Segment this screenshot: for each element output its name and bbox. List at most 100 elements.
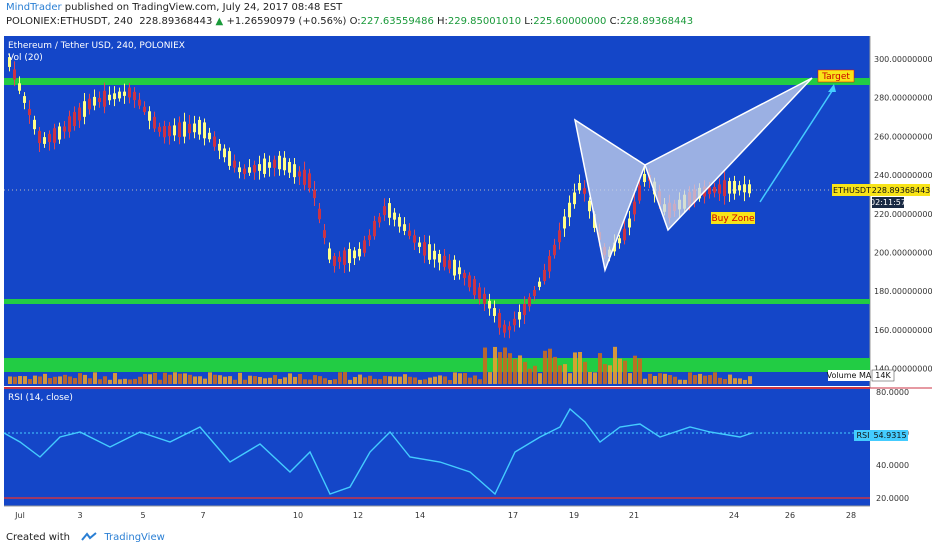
candle-body [98,97,101,103]
volume-bar [8,376,12,384]
up-arrow-icon: ▲ [215,16,224,27]
volume-bar [148,374,152,384]
volume-bar [248,375,252,384]
volume-bar [528,368,532,384]
volume-bars [8,346,752,384]
candle-body [553,244,556,256]
candle-body [338,256,341,262]
volume-bar [658,373,662,384]
candle-body [118,91,121,99]
candle-body [133,91,136,101]
price-tick-label: 260.00000000 [874,132,932,141]
candle-body [18,83,21,91]
volume-bar [38,376,42,384]
volume-bar [163,372,167,384]
volume-bar [73,378,77,384]
author-link[interactable]: MindTrader [6,2,62,13]
rsi-scale[interactable] [870,388,932,506]
rsi-tick-label: 40.0000 [876,461,909,470]
candle-body [408,230,411,236]
volume-bar [638,358,642,384]
volume-bar [203,378,207,384]
price-chart[interactable]: 300.00000000 280.00000000 260.00000000 240.… [0,32,932,528]
volume-ma-value: 14K [875,371,891,380]
candle-body [443,255,446,267]
candle-body [253,165,256,173]
volume-bar [168,374,172,384]
candle-body [363,240,366,253]
candle-body [28,108,31,116]
time-axis[interactable] [0,506,932,522]
candle-body [248,167,251,173]
volume-bar [353,377,357,384]
volume-bar [653,375,657,384]
volume-bar [93,372,97,384]
candle-body [458,267,461,275]
volume-bar [183,373,187,384]
tradingview-brand[interactable]: TradingView [104,532,165,543]
volume-bar [228,376,232,384]
volume-bar [538,373,542,384]
volume-bar [28,379,32,384]
volume-bar [728,374,732,384]
low-value: 225.60000000 [533,16,607,27]
volume-bar [713,372,717,384]
price-tick-label: 220.00000000 [874,210,932,219]
volume-bar [443,376,447,384]
volume-bar [333,379,337,384]
price-tick-label: 280.00000000 [874,94,932,103]
volume-bar [423,379,427,384]
price-scale[interactable] [870,36,932,386]
volume-bar [428,377,432,384]
candle-body [53,128,56,143]
candle-body [223,148,226,158]
candle-body [488,300,491,309]
candle-body [343,250,346,265]
volume-bar [33,375,37,384]
candle-body [448,260,451,269]
symbol-tag: ETHUSDT [833,186,871,195]
candle-body [433,250,436,260]
volume-bar [533,365,537,384]
volume-bar [268,377,272,384]
volume-bar [288,373,292,384]
candle-body [418,242,421,247]
time-tick-label: 5 [140,511,145,520]
volume-bar [688,372,692,384]
volume-bar [393,376,397,384]
candle-body [83,101,86,117]
open-label: O: [349,16,361,27]
time-tick-label: 26 [785,511,795,520]
candle-body [208,132,211,140]
candle-body [43,137,46,144]
support-band [4,358,870,372]
volume-bar [438,375,442,384]
time-tick-labels: Jul 3 5 7 10 12 14 17 19 21 24 26 28 [14,511,856,520]
price-tick-labels: 300.00000000 280.00000000 260.00000000 240.… [874,55,932,374]
volume-bar [483,347,487,384]
time-tick-label: 24 [729,511,739,520]
candle-body [23,96,26,103]
volume-bar [643,378,647,384]
candle-body [233,160,236,168]
candle-body [508,326,511,331]
candle-body [108,94,111,101]
candle-body [538,281,541,287]
volume-bar [58,376,62,384]
candle-body [358,248,361,257]
volume-bar [493,346,497,384]
rsi-pane[interactable] [4,388,870,506]
target-arrow [759,87,835,203]
volume-bar [738,378,742,384]
price-pane[interactable] [4,36,870,386]
price-value: 228.89368443 [139,16,213,27]
candle-body [378,216,381,223]
candle-body [543,269,546,282]
candle-body [423,242,426,256]
candle-body [88,98,91,110]
support-line [4,299,870,304]
volume-bar [458,373,462,384]
candle-body [528,297,531,307]
volume-bar [368,375,372,384]
time-tick-label: Jul [14,511,25,520]
